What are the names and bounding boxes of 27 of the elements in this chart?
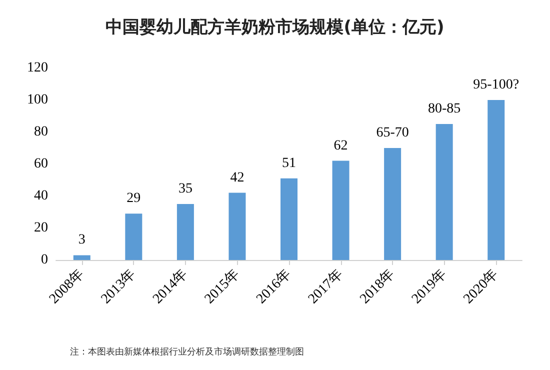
data-label: 95-100? bbox=[473, 78, 520, 92]
bar bbox=[125, 214, 142, 260]
chart-title: 中国婴幼儿配方羊奶粉市场规模(单位：亿元) bbox=[106, 18, 444, 38]
bar bbox=[176, 204, 194, 260]
data-label: 35 bbox=[178, 182, 192, 196]
data-label: 42 bbox=[230, 170, 244, 186]
data-label: 29 bbox=[126, 191, 141, 206]
y-tick-label: 120 bbox=[27, 60, 48, 76]
data-label: 80-85 bbox=[428, 102, 461, 116]
y-tick-label: 60 bbox=[34, 156, 48, 172]
y-tick-label: 80 bbox=[34, 124, 48, 140]
data-label: 51 bbox=[282, 156, 296, 171]
data-label: 65-70 bbox=[376, 126, 409, 140]
bar bbox=[73, 255, 90, 260]
bar bbox=[332, 160, 350, 260]
data-label: 62 bbox=[334, 138, 348, 154]
y-tick-label: 40 bbox=[34, 188, 48, 204]
bar bbox=[228, 192, 246, 260]
data-label: 3 bbox=[78, 232, 86, 248]
y-tick-label: 20 bbox=[34, 220, 48, 236]
bar bbox=[280, 178, 298, 260]
y-tick-label: 0 bbox=[41, 252, 48, 268]
y-tick-label: 100 bbox=[27, 92, 48, 108]
text: 注：本图表由新媒体根据行业分析及市场调研数据整理制图 bbox=[70, 346, 304, 358]
bar bbox=[488, 100, 505, 260]
bar bbox=[436, 124, 453, 260]
bar bbox=[384, 148, 402, 260]
